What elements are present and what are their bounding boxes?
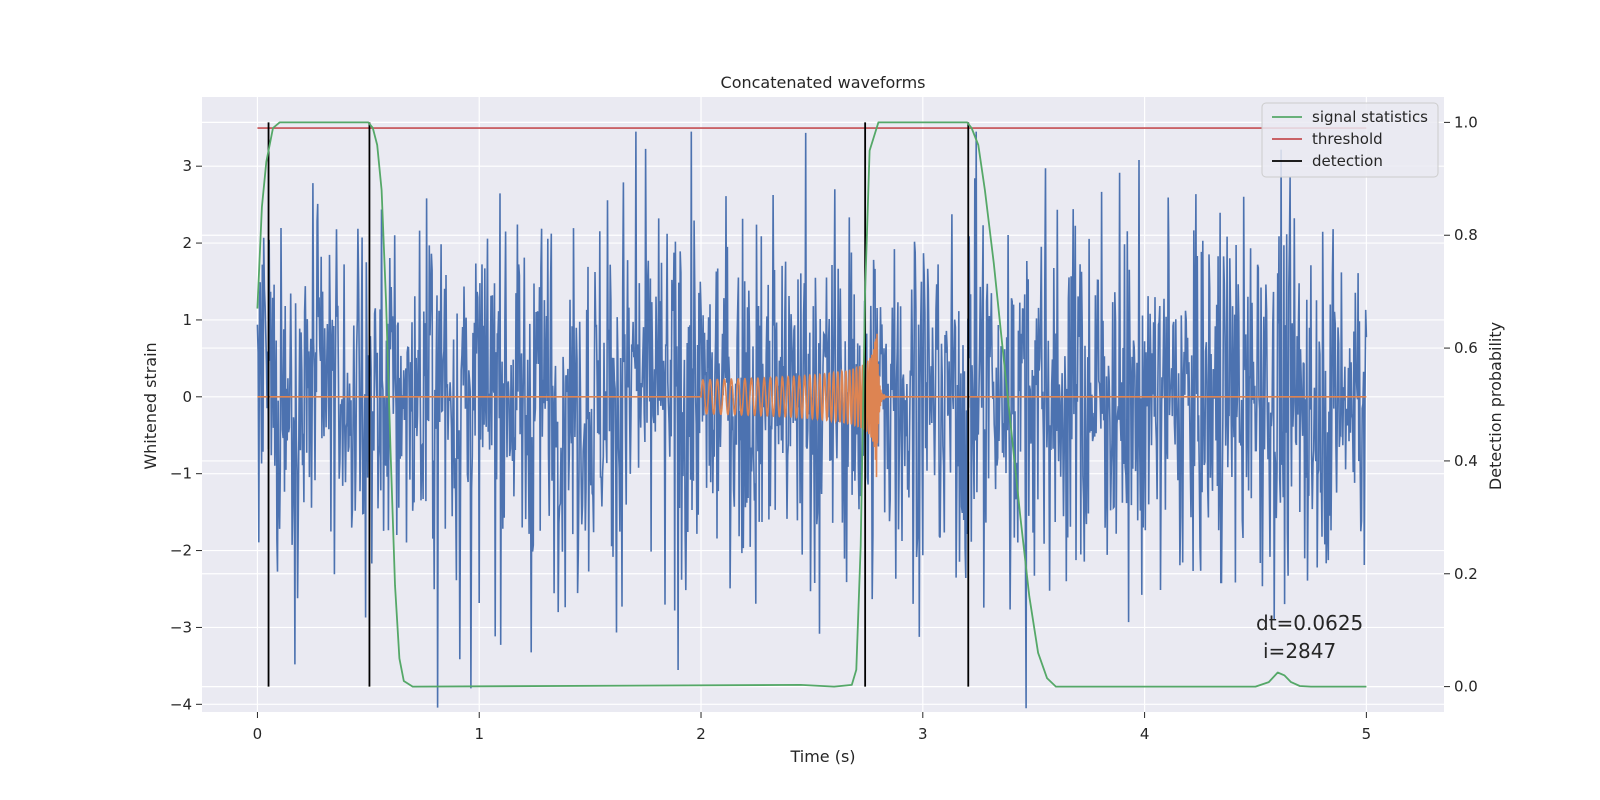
x-tick-label: 0 [253,725,263,743]
legend-label: threshold [1312,130,1383,148]
legend-label: signal statistics [1312,108,1428,126]
annotation-i: i=2847 [1263,639,1336,663]
y-left-tick-label: 3 [182,157,192,175]
axes: 0 1 2 3 4 5 −4 −3 −2 −1 0 1 2 3 0.0 0.2 0.4 0.6 0.8 1.0 [170,113,1478,743]
y-left-tick-label: 2 [182,234,192,252]
y-right-tick-label: 0.0 [1454,678,1478,696]
x-tick-label: 1 [474,725,484,743]
legend: signal statistics threshold detection [1261,102,1439,178]
x-tick-label: 2 [696,725,706,743]
y-left-tick-label: −4 [170,695,192,713]
y-axis-label-right: Detection probability [1486,322,1505,490]
y-right-tick-label: 0.6 [1454,339,1478,357]
y-axis-label-left: Whitened strain [141,342,160,469]
y-right-tick-label: 0.4 [1454,452,1478,470]
signal-statistics-line [256,121,1367,688]
plot-clipped [256,121,1368,709]
chirp-template-line [257,333,1367,478]
annotation-dt: dt=0.0625 [1256,611,1363,635]
y-left-tick-label: 1 [182,311,192,329]
x-tick-label: 4 [1140,725,1150,743]
x-axis-label: Time (s) [789,747,855,766]
y-left-tick-label: −1 [170,465,192,483]
x-tick-label: 3 [918,725,928,743]
y-left-tick-label: −2 [170,542,192,560]
y-left-tick-label: −3 [170,618,192,636]
y-right-tick-label: 0.8 [1454,226,1478,244]
y-left-tick-label: 0 [182,388,192,406]
chart-title: Concatenated waveforms [721,73,926,92]
plot-series [256,121,1368,709]
y-right-tick-label: 1.0 [1454,113,1478,131]
legend-box [1261,102,1439,178]
legend-label: detection [1312,152,1383,170]
x-tick-label: 5 [1362,725,1372,743]
y-right-tick-label: 0.2 [1454,565,1478,583]
